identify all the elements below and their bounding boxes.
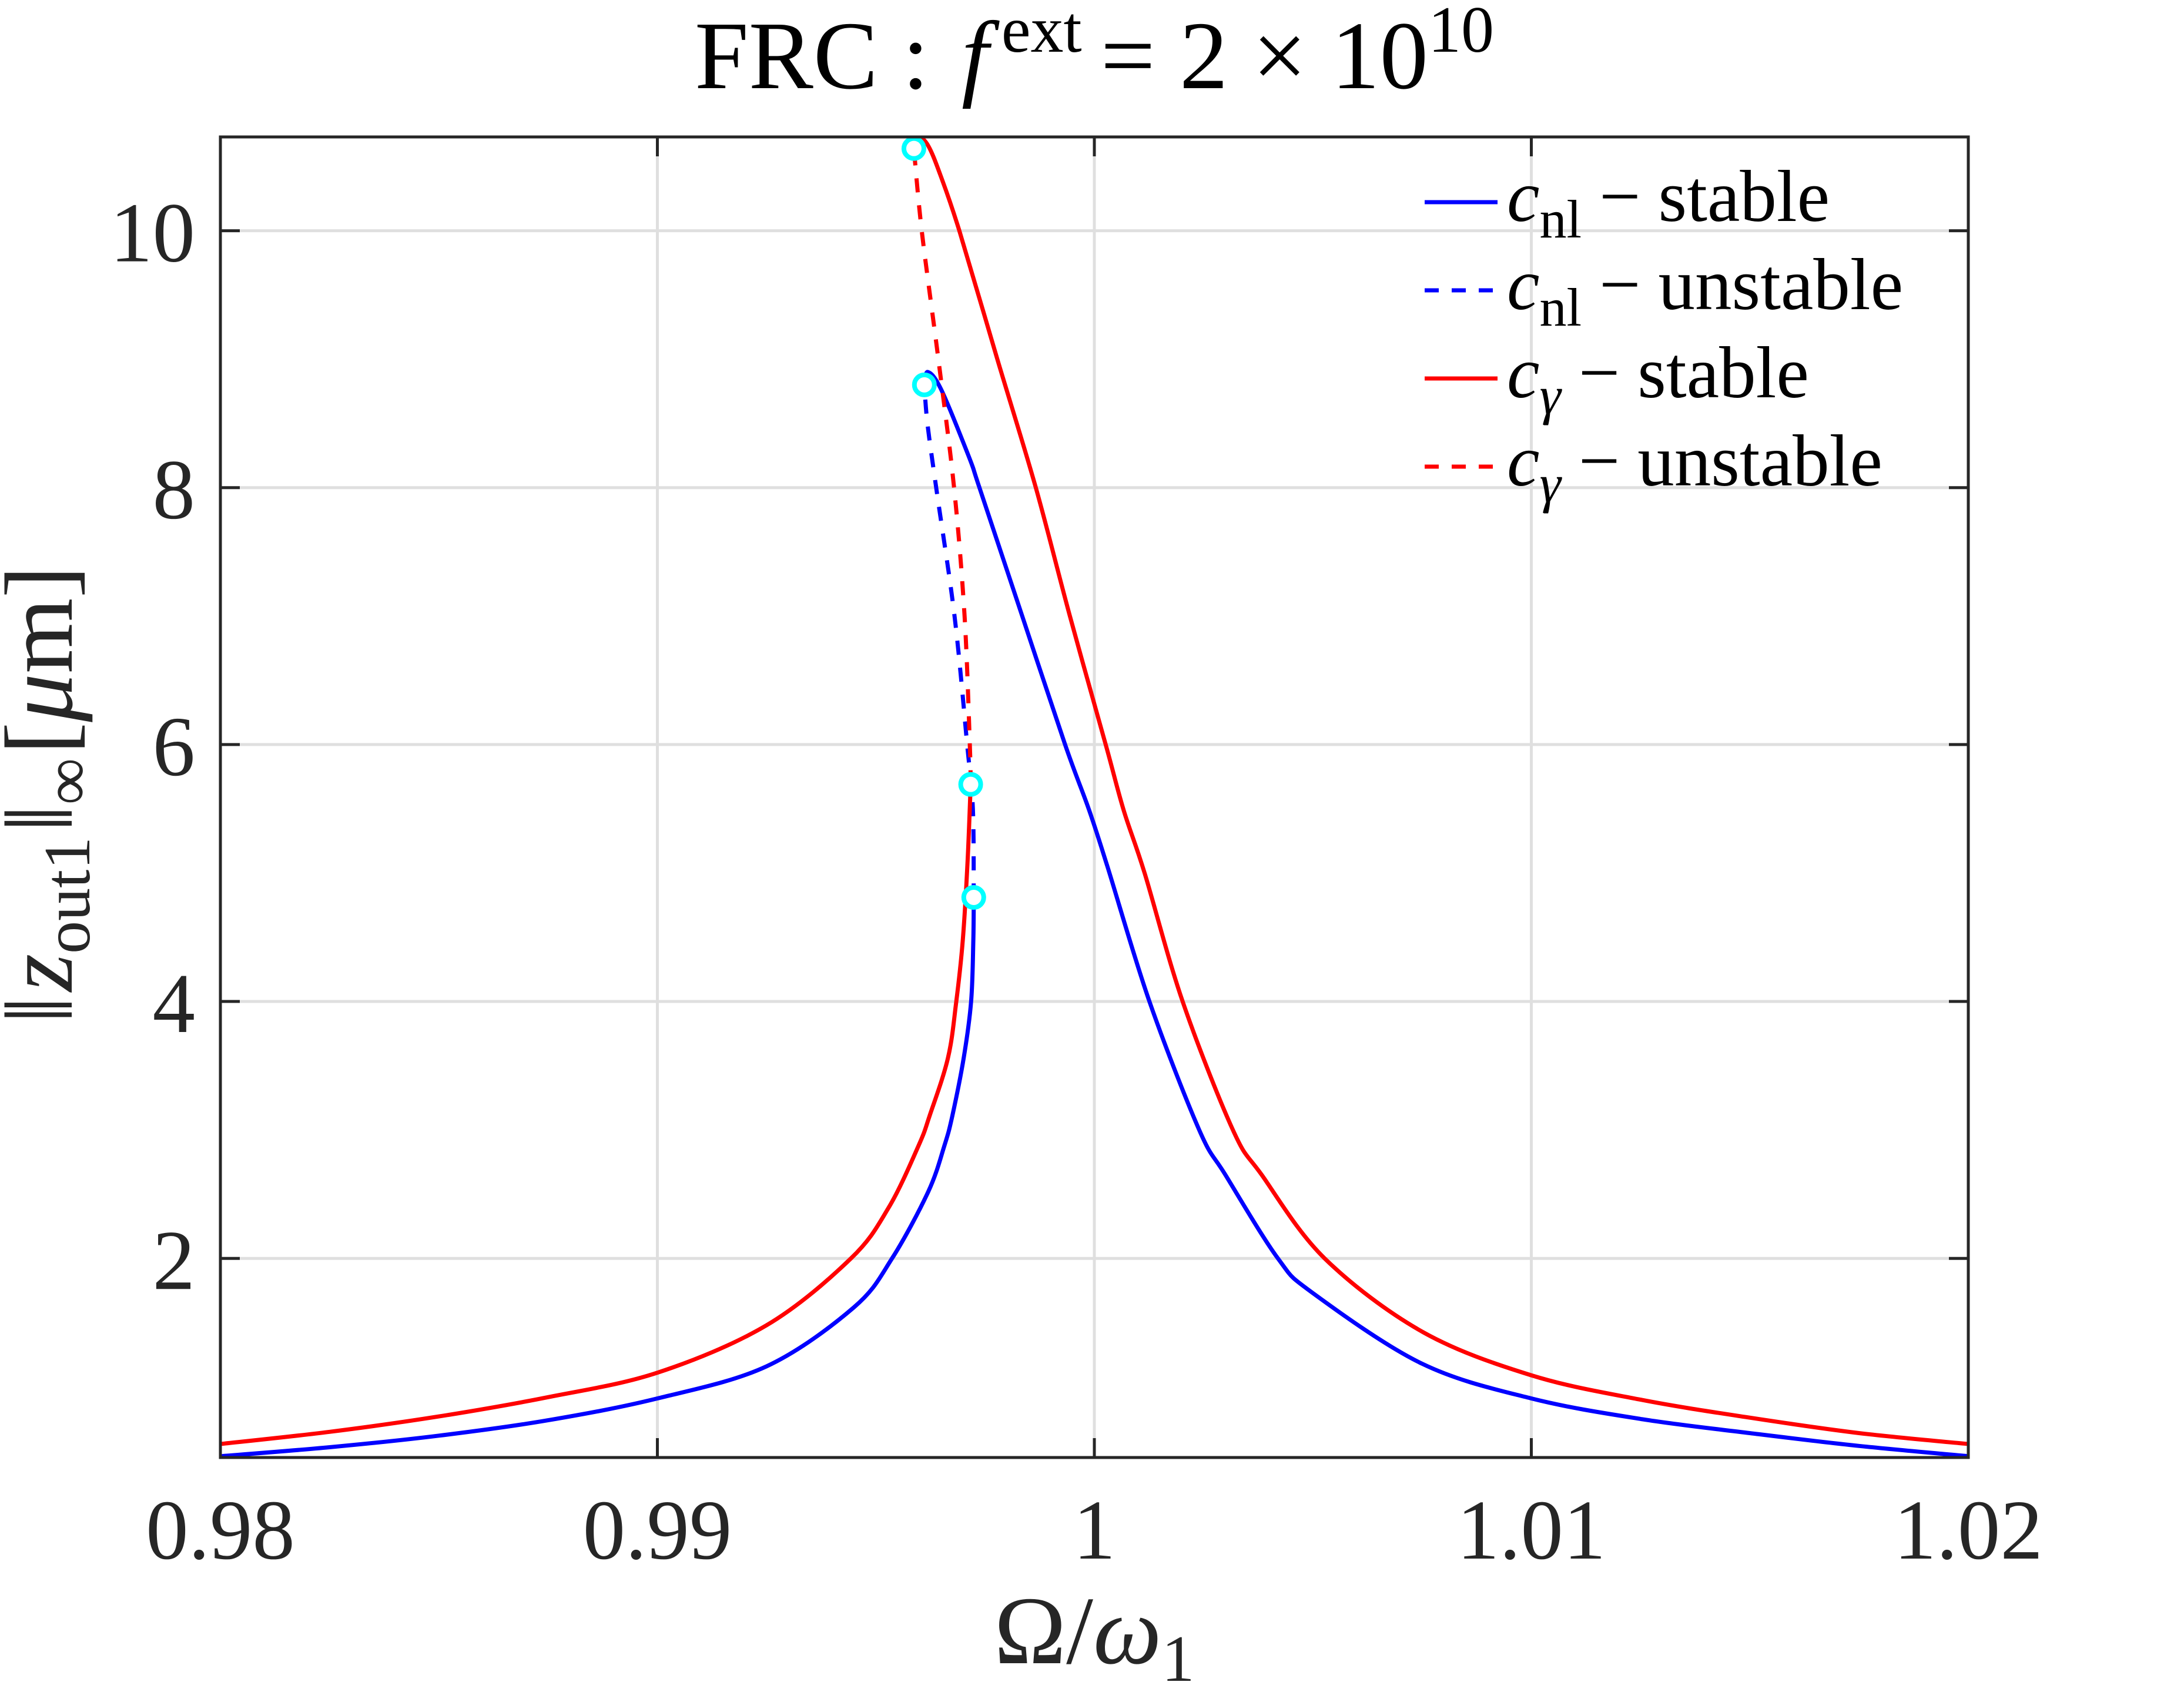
series-line-3-segment-0 xyxy=(912,148,973,785)
y-tick-label: 6 xyxy=(153,700,196,794)
y-label-variable: z xyxy=(0,954,93,993)
y-tick-label: 8 xyxy=(153,443,196,537)
legend-entry: cnl − stable xyxy=(1425,156,1830,249)
y-label-unit-mu: μ xyxy=(0,674,93,723)
x-label-denominator: ω xyxy=(1093,1577,1162,1684)
legend-label-variable: c xyxy=(1507,421,1539,502)
grid xyxy=(220,137,1968,1458)
x-axis-label: Ω/ω1 xyxy=(994,1577,1195,1692)
title-variable: f xyxy=(962,2,1000,109)
y-tick-label: 10 xyxy=(110,186,195,280)
legend-label: cγ − stable xyxy=(1507,333,1809,425)
y-axis-label: ‖zout1‖∞[μm] xyxy=(0,566,104,1024)
legend-label-variable: c xyxy=(1507,333,1539,414)
legend-label-subscript: nl xyxy=(1539,277,1582,337)
y-label-unit-open: [ xyxy=(0,722,93,755)
series-layer xyxy=(220,137,1968,1458)
legend-entry: cnl − unstable xyxy=(1425,244,1903,337)
y-tick-label: 2 xyxy=(153,1214,196,1308)
legend-label-variable: c xyxy=(1507,244,1539,326)
y-label-norm-open: ‖ xyxy=(0,996,93,1023)
title-superscript: ext xyxy=(1001,0,1082,66)
x-tick-label: 1 xyxy=(1073,1483,1116,1577)
bifurcation-marker xyxy=(958,772,983,797)
series-line-0-segment-0 xyxy=(220,897,976,1458)
bifurcation-marker xyxy=(961,884,986,910)
legend-label-state: stable xyxy=(1659,156,1830,237)
legend-label: cnl − unstable xyxy=(1507,244,1903,337)
y-label-subscript: out1 xyxy=(31,837,104,954)
x-label-slash: / xyxy=(1066,1577,1093,1684)
title-rhs: = 2 × 10 xyxy=(1101,2,1428,109)
chart-title: FRC : f ext = 2 × 1010 xyxy=(695,0,1494,109)
legend-entry: cγ − unstable xyxy=(1425,421,1882,514)
title-exponent: 10 xyxy=(1428,0,1494,66)
legend-label-state: unstable xyxy=(1659,244,1904,326)
legend-entry: cγ − stable xyxy=(1425,333,1809,425)
legend-label-separator: − xyxy=(1599,244,1641,326)
y-label-norm-subscript: ∞ xyxy=(31,758,104,805)
legend-label-separator: − xyxy=(1599,156,1641,237)
legend-label: cnl − stable xyxy=(1507,156,1830,249)
x-tick-label: 0.98 xyxy=(146,1483,295,1577)
title-prefix: FRC : xyxy=(695,2,929,109)
legend-label-separator: − xyxy=(1579,333,1620,414)
axes xyxy=(219,135,1970,1459)
series-line-1-segment-0 xyxy=(922,384,976,898)
x-label-subscript: 1 xyxy=(1161,1623,1194,1692)
legend-label-subscript: γ xyxy=(1539,454,1562,514)
legend-label-subscript: nl xyxy=(1539,189,1582,249)
bifurcation-marker xyxy=(901,136,926,161)
x-tick-label: 0.99 xyxy=(583,1483,732,1577)
legend-label-state: unstable xyxy=(1637,421,1882,502)
legend-label-variable: c xyxy=(1507,156,1539,237)
series-line-2-segment-1 xyxy=(913,137,1968,1446)
legend-label-state: stable xyxy=(1637,333,1809,414)
legend-label-separator: − xyxy=(1579,421,1620,502)
x-tick-label: 1.02 xyxy=(1894,1483,2043,1577)
y-label-unit-rest: m] xyxy=(0,566,93,674)
bifurcation-marker xyxy=(912,372,937,397)
y-tick-label: 4 xyxy=(153,957,196,1051)
x-tick-label: 1.01 xyxy=(1457,1483,1606,1577)
series-line-0-segment-1 xyxy=(922,370,1968,1458)
y-label-norm-close: ‖ xyxy=(0,805,93,832)
legend-label: cγ − unstable xyxy=(1507,421,1882,514)
legend-label-subscript: γ xyxy=(1539,366,1562,425)
series-line-2-segment-0 xyxy=(220,784,973,1446)
x-label-numerator: Ω xyxy=(994,1577,1067,1684)
bifurcation-markers xyxy=(901,136,986,910)
tick-labels: 0.98 0.99 1 1.01 1.02 2 4 6 8 10 xyxy=(110,186,2043,1577)
